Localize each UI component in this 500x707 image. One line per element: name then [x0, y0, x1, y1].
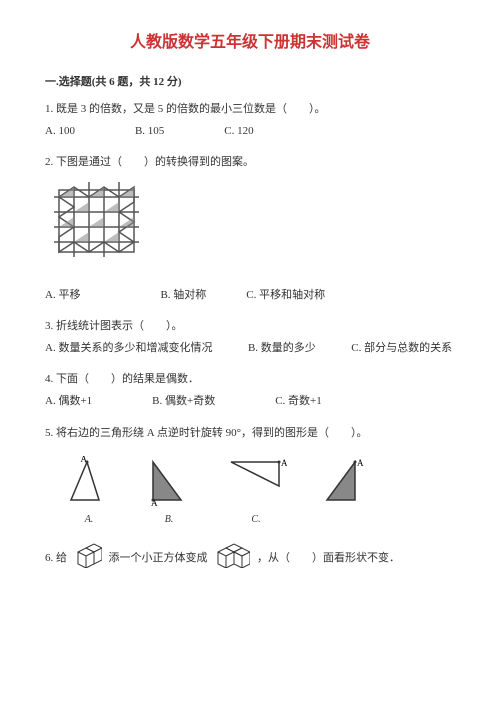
question-3: 3. 折线统计图表示（ ）。 A. 数量关系的多少和增减变化情况 B. 数量的多… — [45, 318, 455, 357]
cube-after-icon — [214, 542, 250, 575]
question-2: 2. 下图是通过（ ）的转换得到的图案。 A — [45, 154, 455, 304]
question-2-text: 2. 下图是通过（ ）的转换得到的图案。 — [45, 154, 455, 172]
triangle-c: A C. — [225, 456, 287, 528]
q4-option-a: A. 偶数+1 — [45, 393, 92, 411]
question-4-options: A. 偶数+1 B. 偶数+奇数 C. 奇数+1 — [45, 393, 455, 411]
q1-option-a: A. 100 — [45, 123, 75, 141]
q5-label-c: C. — [225, 512, 287, 528]
triangle-ref: A — [319, 456, 367, 528]
q5-label-b: B. — [145, 512, 193, 528]
question-1-text: 1. 既是 3 的倍数，又是 5 的倍数的最小三位数是（ ）。 — [45, 101, 455, 119]
question-4: 4. 下面（ ）的结果是偶数． A. 偶数+1 B. 偶数+奇数 C. 奇数+1 — [45, 371, 455, 410]
q2-option-c: C. 平移和轴对称 — [246, 287, 325, 305]
triangle-b: A B. — [145, 456, 193, 528]
q1-option-c: C. 120 — [224, 123, 253, 141]
q1-option-b: B. 105 — [135, 123, 164, 141]
q6-prefix: 6. 给 — [45, 552, 67, 564]
triangle-a: A A. — [65, 456, 113, 528]
question-4-text: 4. 下面（ ）的结果是偶数． — [45, 371, 455, 389]
q5-label-a: A. — [65, 512, 113, 528]
question-1: 1. 既是 3 的倍数，又是 5 的倍数的最小三位数是（ ）。 A. 100 B… — [45, 101, 455, 140]
section-1-header: 一.选择题(共 6 题，共 12 分) — [45, 74, 455, 92]
q3-option-b: B. 数量的多少 — [248, 342, 316, 354]
question-1-options: A. 100 B. 105 C. 120 — [45, 123, 455, 141]
question-5: 5. 将右边的三角形绕 A 点逆时针旋转 90°，得到的图形是（ ）。 A A.… — [45, 425, 455, 529]
page-title: 人教版数学五年级下册期末测试卷 — [45, 30, 455, 56]
q2-option-a: A. 平移 — [45, 287, 80, 305]
question-2-options: A. 平移 B. 轴对称 C. 平移和轴对称 — [45, 287, 455, 305]
question-3-text: 3. 折线统计图表示（ ）。 — [45, 318, 455, 336]
q6-middle: 添一个小正方体变成 — [109, 552, 208, 564]
q2-option-b: B. 轴对称 — [160, 287, 206, 305]
q6-suffix: ，从（ ）面看形状不变． — [257, 552, 400, 564]
cube-before-icon — [74, 542, 102, 575]
svg-text:A: A — [281, 458, 287, 468]
q4-option-c: C. 奇数+1 — [275, 393, 322, 411]
question-3-options: A. 数量关系的多少和增减变化情况 B. 数量的多少 C. 部分与总数的关系 — [45, 340, 455, 358]
q3-option-c: C. 部分与总数的关系 — [351, 342, 452, 354]
question-6: 6. 给 添一个小正方体变成 ，从（ — [45, 542, 455, 575]
pattern-figure — [49, 182, 455, 269]
svg-text:A: A — [357, 458, 364, 468]
q3-option-a: A. 数量关系的多少和增减变化情况 — [45, 342, 212, 354]
q4-option-b: B. 偶数+奇数 — [152, 393, 215, 411]
triangle-figures: A A. A B. A C. A — [65, 456, 455, 528]
question-5-text: 5. 将右边的三角形绕 A 点逆时针旋转 90°，得到的图形是（ ）。 — [45, 425, 455, 443]
